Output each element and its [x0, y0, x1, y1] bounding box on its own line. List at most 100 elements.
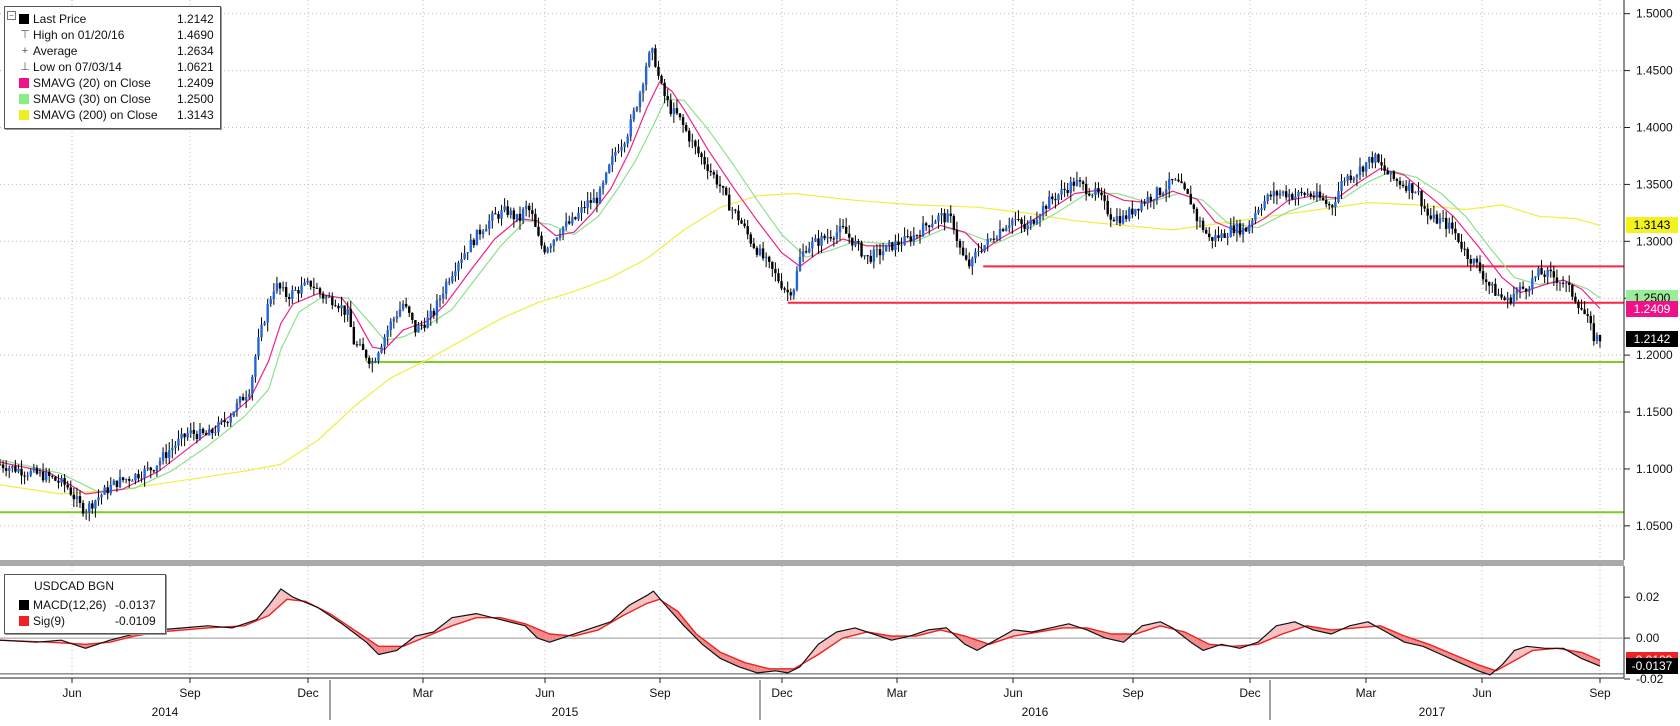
candle-body [1238, 223, 1242, 235]
macd-fill-segment [644, 595, 648, 605]
candle-body [669, 100, 672, 115]
candle-body [808, 248, 811, 253]
panel-separator [0, 560, 1625, 678]
candle-body [1543, 274, 1546, 277]
candle-body [574, 217, 577, 220]
candle-body [1417, 190, 1420, 193]
macd-fill-segment [1285, 623, 1289, 633]
candle-body [703, 156, 706, 165]
candle-body [1217, 235, 1220, 239]
candle-body [1066, 189, 1069, 193]
macd-fill-segment [1590, 656, 1594, 664]
candle-body [1248, 224, 1251, 232]
legend-value: -0.0109 [115, 614, 156, 628]
candle-body [352, 326, 356, 345]
candle-body [752, 243, 756, 248]
candle-body [460, 259, 463, 263]
candle-body [1324, 199, 1328, 205]
candle-body [423, 324, 426, 328]
candle-body [29, 470, 32, 476]
candle-body [1392, 171, 1396, 180]
candle-body [841, 226, 845, 228]
legend-item: ⊥ Low on 07/03/14 1.0621 [5, 59, 220, 75]
macd-fill-segment [455, 616, 458, 625]
macd-path [0, 588, 1601, 676]
candle-body [281, 287, 285, 289]
candle-body [171, 447, 174, 451]
candle-body [1503, 297, 1506, 301]
legend-swatch [19, 14, 29, 24]
collapse-icon[interactable]: − [7, 11, 16, 20]
legend-value: -0.0137 [115, 598, 156, 612]
candle-body [1398, 180, 1402, 185]
candle-body [623, 143, 626, 147]
candle-body [1331, 205, 1334, 208]
candle-body [1595, 335, 1599, 342]
price-legend: − Last Price 1.2142 ⊤ High on 01/20/16 1.469… [4, 6, 221, 129]
candle-body [1288, 194, 1291, 198]
candle-body [792, 289, 796, 296]
candle-body [1035, 219, 1039, 224]
candle-body [1204, 229, 1208, 234]
legend-swatch [19, 616, 29, 626]
macd-fill-segment [818, 642, 822, 655]
candle-body [1420, 190, 1423, 207]
macd-fill-segment [729, 656, 733, 664]
candle-body [1300, 191, 1303, 193]
macd-fill-segment [748, 663, 752, 671]
macd-fill-segment [1111, 634, 1115, 641]
macd-fill-segment [1477, 664, 1481, 672]
candle-body [137, 473, 140, 479]
candle-body [884, 244, 888, 252]
candle-body [1081, 181, 1085, 184]
candle-body [986, 238, 989, 246]
candle-body [488, 220, 491, 229]
candle-body [260, 324, 263, 338]
candle-body [1500, 294, 1503, 298]
candle-body [94, 500, 97, 509]
sma20-path [0, 81, 1601, 495]
candle-body [1251, 220, 1254, 225]
candle-body [1598, 335, 1602, 342]
macd-fill-segment [1276, 625, 1280, 637]
candle-body [1454, 228, 1457, 234]
candle-body [241, 396, 245, 401]
legend-item: SMAVG (200) on Close 1.3143 [5, 107, 220, 123]
candle-body [672, 108, 676, 115]
candle-body [1395, 179, 1399, 181]
candle-body [254, 356, 257, 377]
candle-body [875, 249, 879, 251]
support-resistance-lines [0, 265, 1624, 514]
macd-fill-segment [1361, 622, 1365, 628]
candle-body [1374, 154, 1377, 163]
candle-body [81, 503, 85, 514]
candle-body [534, 213, 537, 227]
macd-fill-segment [751, 664, 755, 672]
candle-body [823, 235, 826, 239]
macd-fill-segment [540, 630, 544, 641]
candle-body [928, 225, 931, 228]
candle-body [183, 433, 186, 438]
x-month-label: Jun [1003, 686, 1022, 700]
candle-body [1352, 177, 1356, 181]
candle-body [340, 305, 343, 309]
candle-body [1571, 284, 1574, 297]
candle-body [484, 228, 488, 232]
candle-body [571, 217, 574, 224]
macd-fill-segment [974, 639, 978, 651]
macd-fill-segment [848, 628, 852, 637]
candle-body [1589, 315, 1592, 324]
macd-fill-segment [357, 632, 361, 638]
x-month-label: Mar [887, 686, 908, 700]
candle-body [140, 478, 143, 480]
legend-item: ⊤ High on 01/20/16 1.4690 [5, 27, 220, 43]
sma200-path [0, 192, 1601, 495]
candle-body [1383, 165, 1386, 171]
candle-body [1284, 191, 1288, 198]
candle-body [848, 233, 851, 238]
candle-body [737, 210, 740, 221]
candle-body [1343, 180, 1346, 182]
candle-body [1032, 220, 1036, 224]
time-axis: Jun Sep Dec Mar Jun Sep Dec Mar Jun Sep Dec Mar Jun S… [0, 677, 1624, 720]
macd-y-tick-label: 0.00 [1636, 631, 1660, 645]
